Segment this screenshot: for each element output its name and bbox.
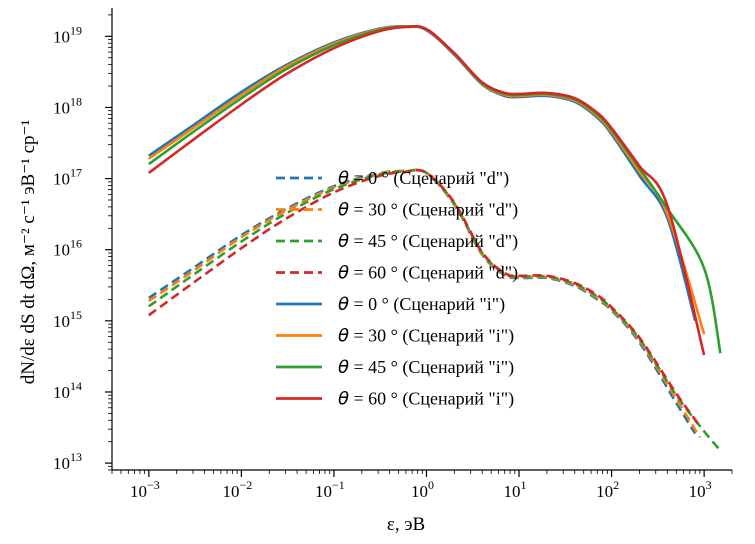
legend-entry: θ = 60 ° (Сценарий "i") [338,389,514,410]
legend: θ = 0 ° (Сценарий "d") θ = 30 ° (Сценарий… [276,168,518,410]
legend-entry: θ = 45 ° (Сценарий "d") [338,231,518,252]
x-tick-label: 102 [596,478,619,501]
y-tick-label: 1016 [53,237,82,260]
y-tick-label: 1019 [53,23,82,46]
y-tick-label: 1014 [53,379,82,402]
x-tick-label: 103 [689,478,712,501]
legend-entry: θ = 0 ° (Сценарий "i") [338,294,505,315]
y-axis-label: dN/dε dS dt dΩ, м⁻² с⁻¹ эВ⁻¹ ср⁻¹ [18,119,39,384]
legend-entry: θ = 30 ° (Сценарий "i") [338,326,514,347]
x-tick-label: 10−3 [130,478,160,501]
y-tick-label: 1018 [53,94,82,117]
x-tick-label: 10−2 [222,478,252,501]
legend-entry: θ = 30 ° (Сценарий "d") [338,200,518,221]
series-line-d-60 [148,168,701,427]
y-tick-label: 1017 [53,166,82,189]
series-group [148,24,722,452]
legend-entry: θ = 0 ° (Сценарий "d") [338,168,509,189]
legend-entry: θ = 60 ° (Сценарий "d") [338,263,518,284]
x-tick-label: 101 [504,478,527,501]
x-tick-label: 10−1 [315,478,345,501]
series-line-d-45 [148,168,722,452]
y-tick-label: 1013 [53,450,82,473]
axes: 10−3 10−2 10−1 100 101 102 103 1013 1014 1015 1016… [53,8,733,501]
x-tick-label: 100 [411,478,434,501]
x-axis-label: ε, эВ [387,514,425,535]
y-tick-label: 1015 [53,308,82,331]
series-line-i-60 [148,25,706,356]
legend-entry: θ = 45 ° (Сценарий "i") [338,357,514,378]
